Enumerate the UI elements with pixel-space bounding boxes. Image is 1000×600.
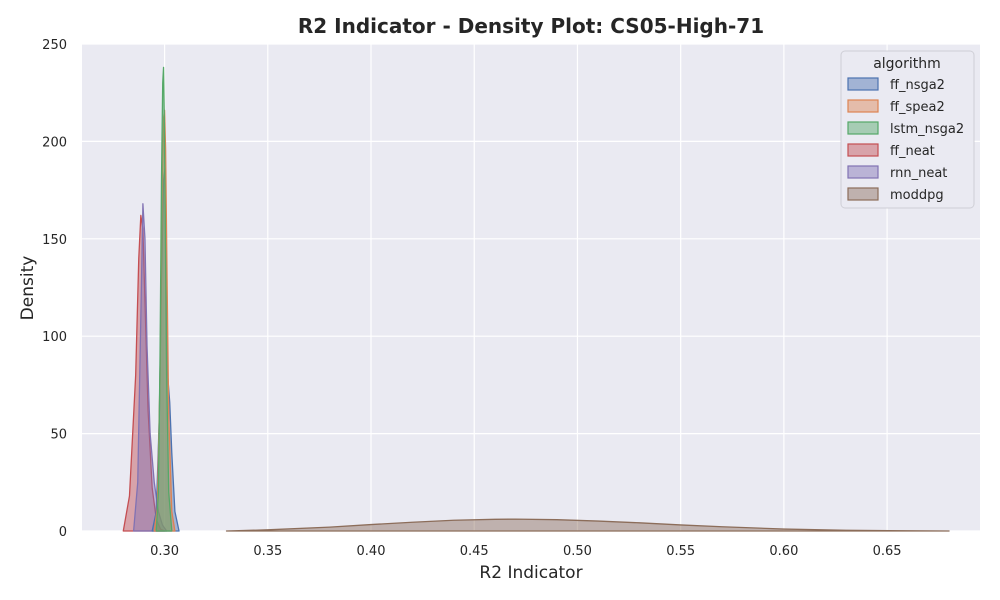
x-tick-label: 0.40 <box>357 544 386 559</box>
legend-swatch-ff_nsga2 <box>847 77 879 91</box>
legend-swatch-lstm_nsga2 <box>847 121 879 135</box>
plot-area <box>82 44 980 531</box>
y-tick-label: 200 <box>42 135 67 150</box>
density-area-moddpg <box>225 518 950 532</box>
legend-label-ff_neat: ff_neat <box>890 144 935 159</box>
chart-title: R2 Indicator - Density Plot: CS05-High-7… <box>298 14 764 38</box>
x-tick-label: 0.65 <box>873 544 902 559</box>
x-tick-label: 0.55 <box>666 544 695 559</box>
legend-swatch-rnn_neat <box>847 165 879 179</box>
x-tick-label: 0.60 <box>769 544 798 559</box>
density-area-lstm_nsga2 <box>155 66 173 532</box>
x-tick-label: 0.35 <box>253 544 282 559</box>
legend-label-moddpg: moddpg <box>890 188 944 203</box>
x-tick-label: 0.50 <box>563 544 592 559</box>
density-area-ff_neat <box>122 214 166 532</box>
y-tick-label: 0 <box>59 525 67 540</box>
legend: algorithm ff_nsga2ff_spea2lstm_nsga2ff_n… <box>840 50 975 209</box>
legend-swatch-ff_neat <box>847 143 879 157</box>
y-tick-label: 50 <box>50 428 67 443</box>
y-tick-label: 150 <box>42 233 67 248</box>
legend-swatch-ff_spea2 <box>847 99 879 113</box>
x-axis-label: R2 Indicator <box>479 563 582 583</box>
legend-label-ff_spea2: ff_spea2 <box>890 100 945 115</box>
legend-items: ff_nsga2 ff_spea2 lstm_nsga2 ff_neat rnn_nea… <box>847 77 964 203</box>
legend-label-rnn_neat: rnn_neat <box>890 166 947 181</box>
y-axis-label: Density <box>18 256 38 321</box>
legend-title: algorithm <box>873 56 941 72</box>
y-tick-label: 100 <box>42 330 67 345</box>
legend-label-lstm_nsga2: lstm_nsga2 <box>890 122 964 137</box>
x-tick-labels: 0.30 0.35 0.40 0.45 0.50 0.55 0.60 0.65 <box>150 544 901 559</box>
y-tick-label: 250 <box>42 38 67 53</box>
density-areas <box>122 66 950 532</box>
x-tick-label: 0.45 <box>460 544 489 559</box>
density-area-rnn_neat <box>132 203 168 532</box>
legend-swatch-moddpg <box>847 187 879 201</box>
y-tick-labels: 0 50 100 150 200 250 <box>42 38 67 540</box>
legend-label-ff_nsga2: ff_nsga2 <box>890 78 945 93</box>
x-tick-label: 0.30 <box>150 544 179 559</box>
